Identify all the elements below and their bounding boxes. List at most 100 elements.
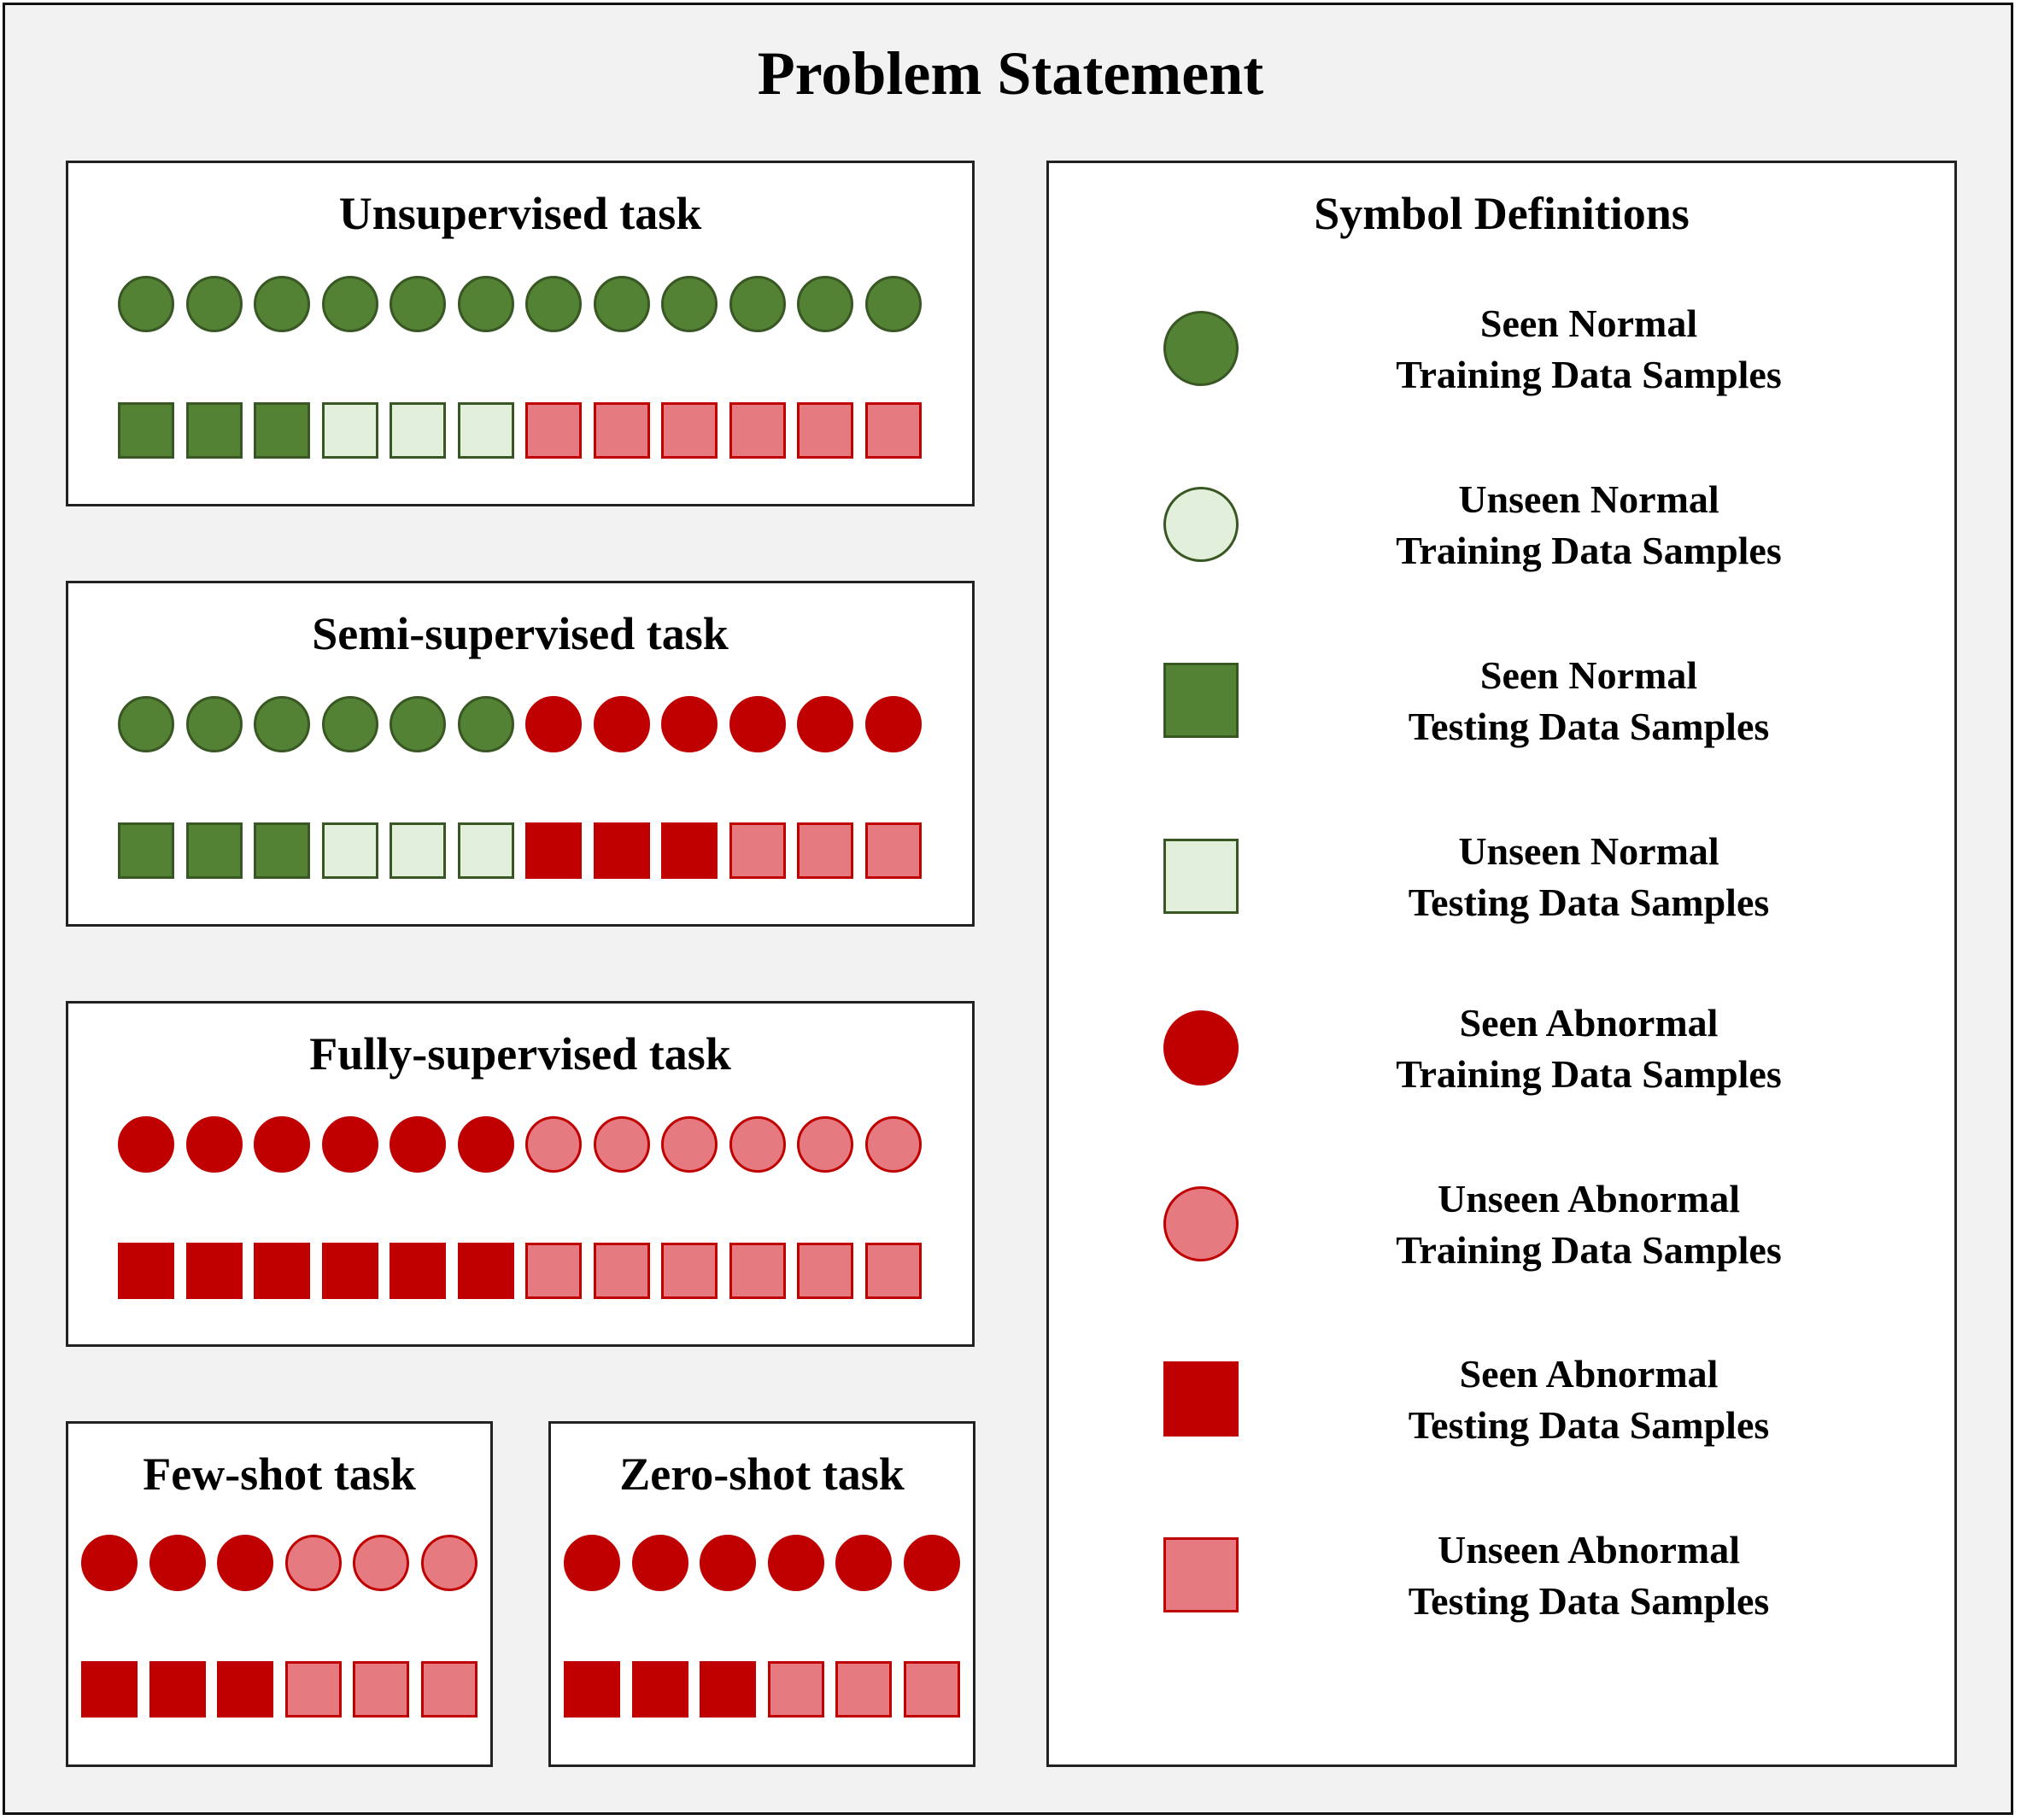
legend-label-seen-normal-testing: Seen Normal Testing Data Samples — [1281, 650, 1896, 752]
seen-abnormal-training-circle-icon — [700, 1535, 756, 1591]
legend-title: Symbol Definitions — [1314, 188, 1690, 239]
seen-abnormal-training-circle-icon — [661, 696, 718, 752]
seen-abnormal-training-circle-icon — [254, 1116, 310, 1173]
legend-label-line1: Unseen Normal — [1458, 829, 1719, 873]
seen-abnormal-testing-square-icon — [186, 1243, 243, 1299]
legend-label-line2: Training Data Samples — [1396, 529, 1782, 572]
unseen-abnormal-testing-square-icon — [729, 402, 786, 459]
legend-label-unseen-abnormal-training: Unseen Abnormal Training Data Samples — [1281, 1173, 1896, 1276]
legend-label-unseen-normal-testing: Unseen Normal Testing Data Samples — [1281, 826, 1896, 928]
seen-abnormal-training-circle-icon — [797, 696, 853, 752]
seen-normal-training-circle-icon — [390, 276, 446, 332]
seen-normal-training-circle-icon — [322, 276, 378, 332]
unseen-abnormal-testing-square-icon — [904, 1661, 960, 1718]
seen-abnormal-testing-square-icon — [81, 1661, 138, 1718]
seen-normal-training-circle-icon — [729, 276, 786, 332]
seen-normal-training-circle-icon — [118, 696, 174, 752]
seen-abnormal-training-circle-icon — [564, 1535, 620, 1591]
unseen-normal-testing-square-icon — [390, 402, 446, 459]
legend-label-line2: Training Data Samples — [1396, 1052, 1782, 1096]
seen-abnormal-testing-square-icon — [254, 1243, 310, 1299]
seen-abnormal-training-circle-icon — [835, 1535, 892, 1591]
unseen-abnormal-training-circle-icon — [661, 1116, 718, 1173]
unseen-abnormal-testing-square-icon — [729, 822, 786, 879]
unseen-abnormal-training-circle-icon — [525, 1116, 582, 1173]
unseen-abnormal-testing-square-icon — [353, 1661, 409, 1718]
legend-label-line2: Testing Data Samples — [1408, 705, 1770, 748]
seen-abnormal-training-circle-icon — [186, 1116, 243, 1173]
legend-label-line1: Seen Normal — [1479, 653, 1698, 697]
seen-normal-testing-square-icon — [254, 402, 310, 459]
unseen-abnormal-testing-square-icon — [1163, 1537, 1239, 1612]
unseen-abnormal-testing-square-icon — [797, 402, 853, 459]
seen-normal-training-circle-icon — [1163, 311, 1239, 386]
seen-abnormal-testing-square-icon — [118, 1243, 174, 1299]
seen-abnormal-testing-square-icon — [525, 822, 582, 879]
seen-normal-testing-square-icon — [186, 822, 243, 879]
legend-label-line2: Training Data Samples — [1396, 1228, 1782, 1272]
unseen-abnormal-testing-square-icon — [865, 1243, 922, 1299]
legend-label-line1: Unseen Abnormal — [1438, 1177, 1740, 1220]
seen-normal-training-circle-icon — [322, 696, 378, 752]
unseen-abnormal-testing-square-icon — [594, 1243, 650, 1299]
seen-normal-training-circle-icon — [186, 696, 243, 752]
page-title: Problem Statement — [757, 39, 1264, 108]
seen-normal-training-circle-icon — [458, 696, 514, 752]
unseen-normal-testing-square-icon — [458, 402, 514, 459]
seen-abnormal-testing-square-icon — [217, 1661, 273, 1718]
seen-normal-training-circle-icon — [865, 276, 922, 332]
seen-normal-testing-square-icon — [254, 822, 310, 879]
legend-label-line2: Testing Data Samples — [1408, 1403, 1770, 1447]
seen-abnormal-training-circle-icon — [525, 696, 582, 752]
seen-abnormal-testing-square-icon — [458, 1243, 514, 1299]
unseen-abnormal-testing-square-icon — [594, 402, 650, 459]
seen-abnormal-training-circle-icon — [118, 1116, 174, 1173]
seen-abnormal-training-circle-icon — [322, 1116, 378, 1173]
seen-abnormal-testing-square-icon — [1163, 1361, 1239, 1437]
legend-label-line1: Unseen Normal — [1458, 477, 1719, 521]
unseen-abnormal-testing-square-icon — [525, 402, 582, 459]
legend-label-line1: Seen Abnormal — [1459, 1352, 1719, 1396]
legend-label-line1: Unseen Abnormal — [1438, 1528, 1740, 1571]
panel-title: Unsupervised task — [338, 188, 702, 239]
panel-title: Zero-shot task — [619, 1448, 905, 1500]
seen-abnormal-training-circle-icon — [594, 696, 650, 752]
seen-abnormal-testing-square-icon — [632, 1661, 688, 1718]
unseen-abnormal-training-circle-icon — [797, 1116, 853, 1173]
unseen-abnormal-testing-square-icon — [661, 402, 718, 459]
unseen-normal-testing-square-icon — [322, 822, 378, 879]
legend-label-line2: Testing Data Samples — [1408, 881, 1770, 924]
seen-normal-training-circle-icon — [118, 276, 174, 332]
seen-abnormal-training-circle-icon — [904, 1535, 960, 1591]
legend-label-seen-abnormal-training: Seen Abnormal Training Data Samples — [1281, 998, 1896, 1100]
seen-abnormal-training-circle-icon — [729, 696, 786, 752]
unseen-abnormal-training-circle-icon — [421, 1535, 477, 1591]
unseen-abnormal-training-circle-icon — [1163, 1186, 1239, 1261]
unseen-abnormal-testing-square-icon — [285, 1661, 342, 1718]
unseen-abnormal-testing-square-icon — [768, 1661, 824, 1718]
legend-label-line1: Seen Normal — [1479, 301, 1698, 345]
seen-abnormal-testing-square-icon — [564, 1661, 620, 1718]
seen-normal-training-circle-icon — [525, 276, 582, 332]
unseen-normal-testing-square-icon — [1163, 839, 1239, 914]
seen-abnormal-testing-square-icon — [594, 822, 650, 879]
symbol-definitions-panel: Symbol Definitions — [1046, 161, 1957, 1767]
seen-normal-training-circle-icon — [254, 276, 310, 332]
seen-normal-training-circle-icon — [458, 276, 514, 332]
unseen-normal-training-circle-icon — [1163, 487, 1239, 562]
unseen-abnormal-testing-square-icon — [525, 1243, 582, 1299]
seen-abnormal-training-circle-icon — [149, 1535, 206, 1591]
seen-abnormal-training-circle-icon — [768, 1535, 824, 1591]
unseen-normal-testing-square-icon — [322, 402, 378, 459]
seen-abnormal-training-circle-icon — [217, 1535, 273, 1591]
seen-abnormal-training-circle-icon — [1163, 1010, 1239, 1086]
seen-normal-training-circle-icon — [594, 276, 650, 332]
seen-normal-training-circle-icon — [186, 276, 243, 332]
seen-normal-testing-square-icon — [118, 822, 174, 879]
seen-abnormal-training-circle-icon — [632, 1535, 688, 1591]
seen-abnormal-testing-square-icon — [149, 1661, 206, 1718]
seen-abnormal-training-circle-icon — [458, 1116, 514, 1173]
seen-abnormal-testing-square-icon — [322, 1243, 378, 1299]
unseen-abnormal-training-circle-icon — [729, 1116, 786, 1173]
legend-label-line2: Training Data Samples — [1396, 353, 1782, 396]
